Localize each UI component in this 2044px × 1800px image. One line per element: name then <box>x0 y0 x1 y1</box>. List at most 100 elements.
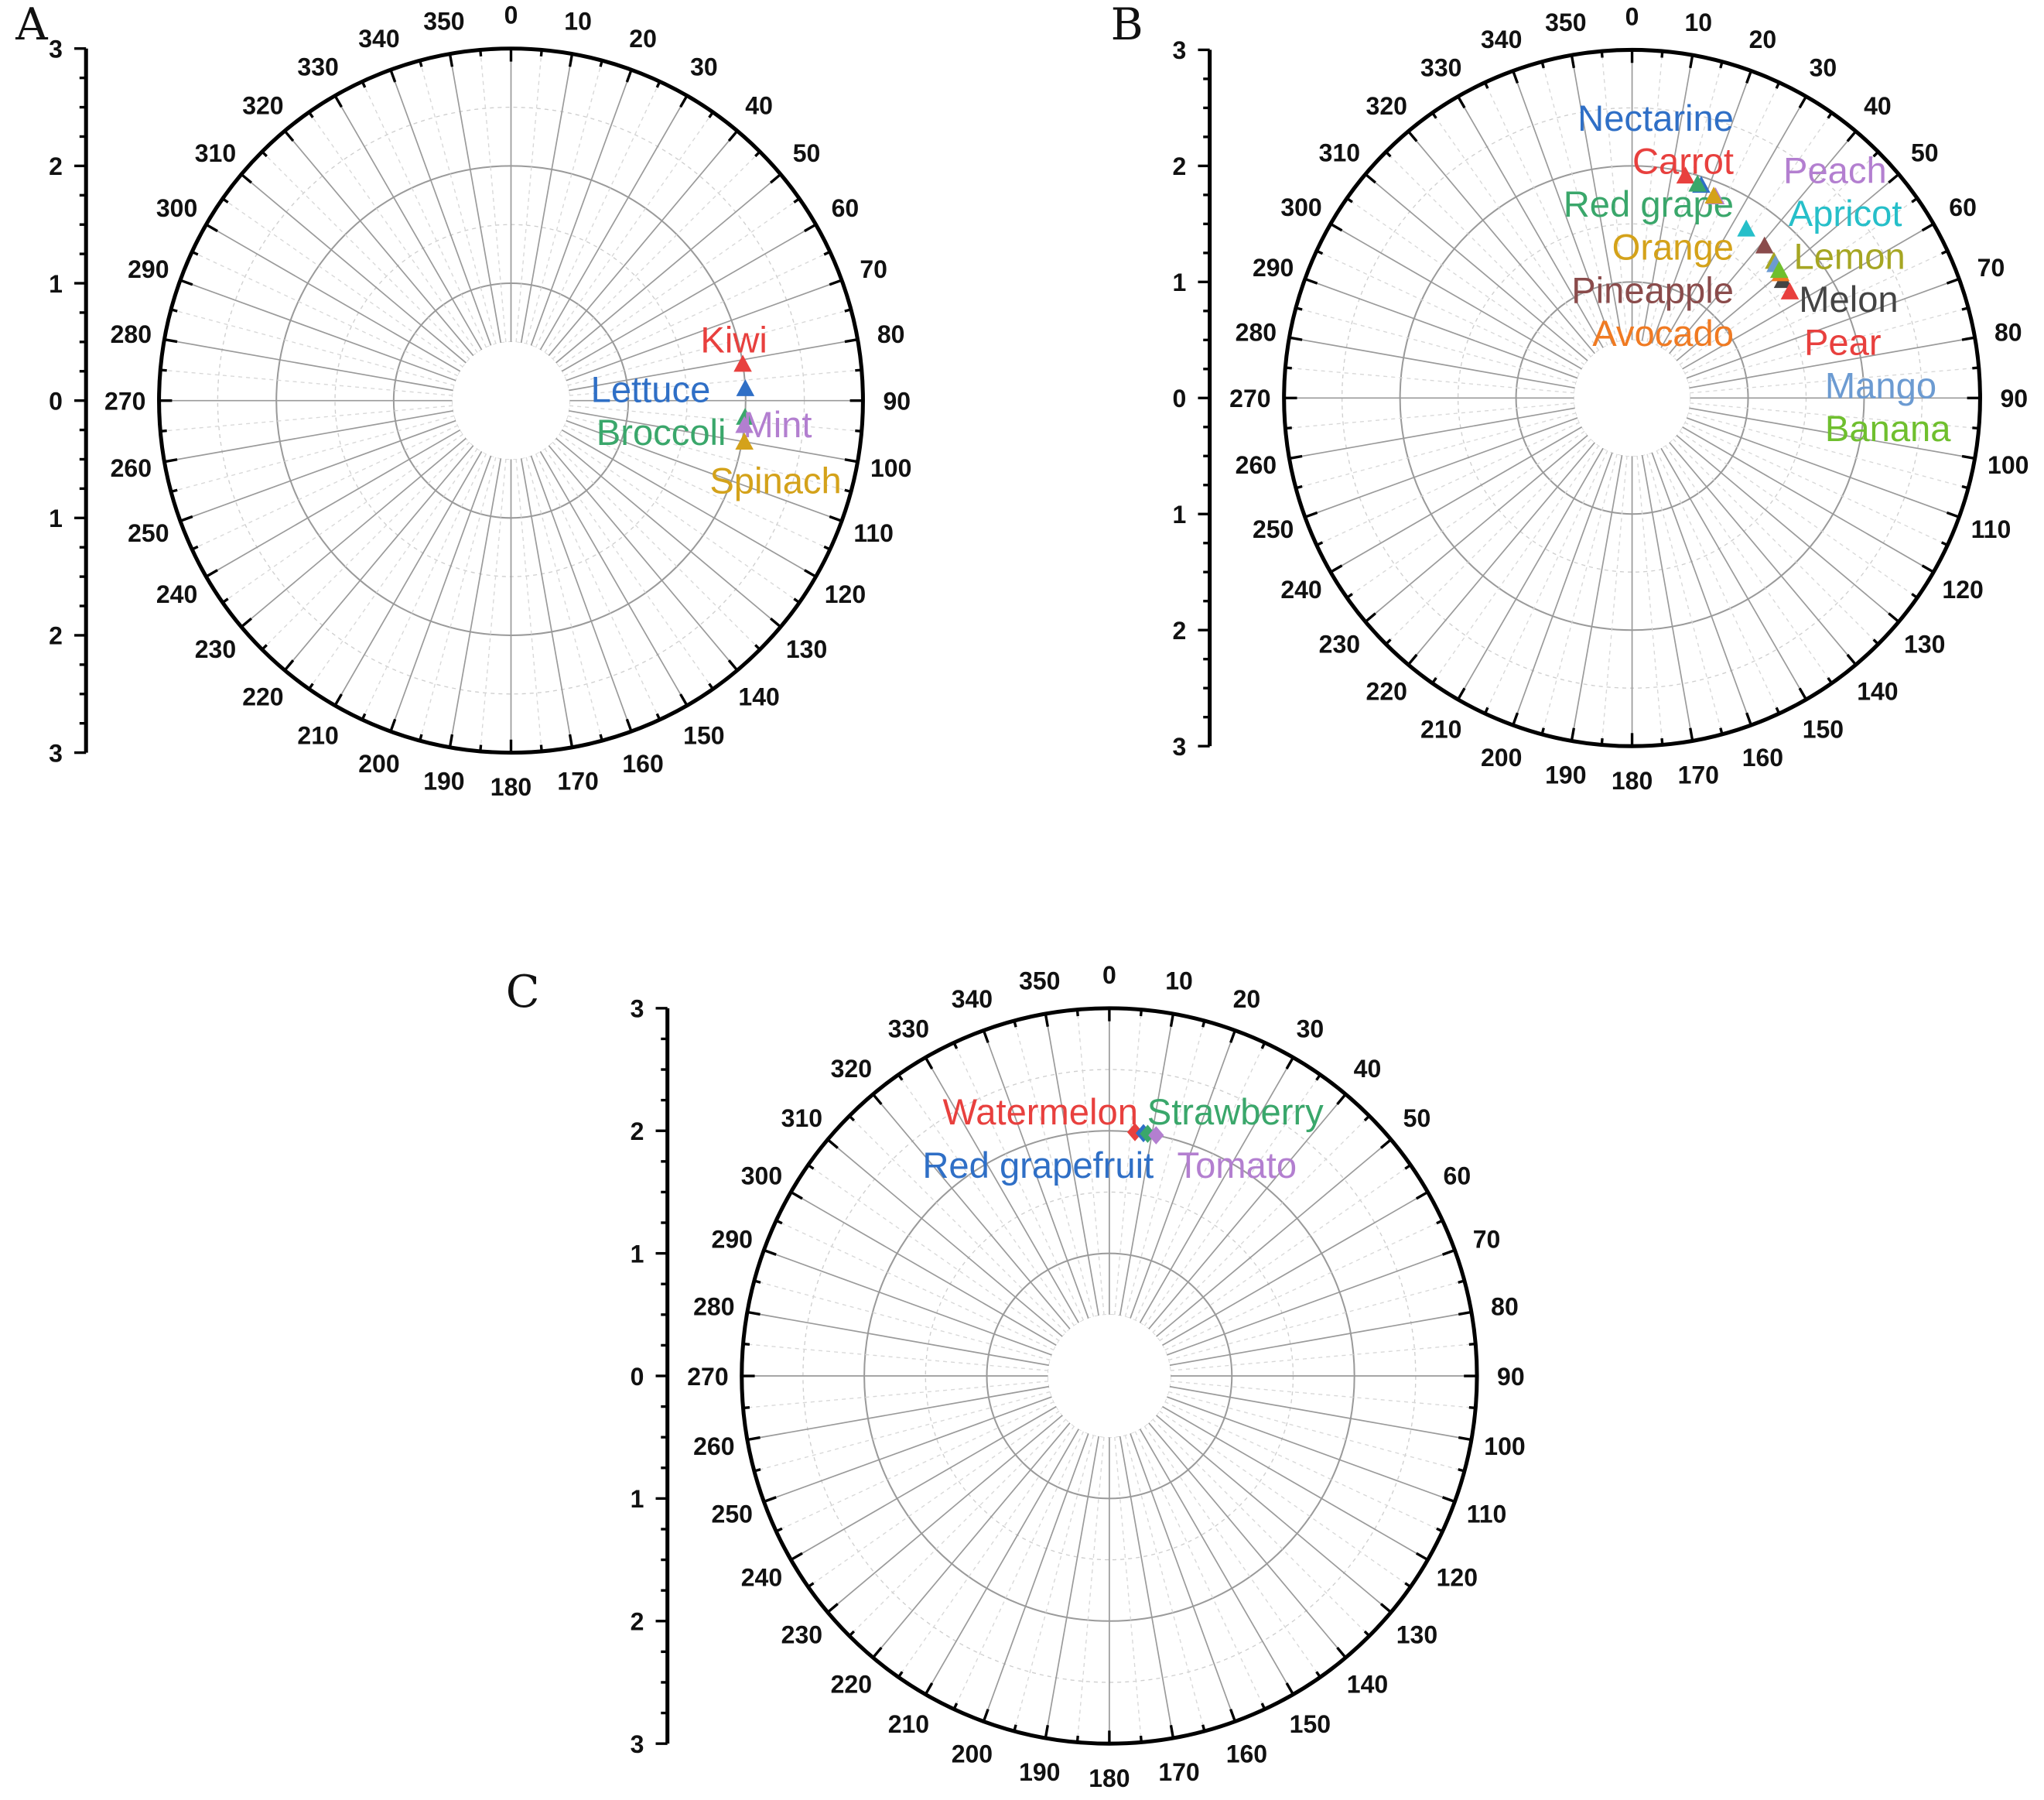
angle-tick-label: 0 <box>1625 2 1639 30</box>
grid-spoke <box>1571 454 1623 741</box>
grid-spoke <box>561 429 816 577</box>
angle-tick-label: 10 <box>564 7 592 35</box>
grid-spoke <box>525 457 603 741</box>
angle-tick-label: 140 <box>1857 677 1898 705</box>
data-label: Avocado <box>1592 313 1734 354</box>
angle-tick <box>1295 484 1303 490</box>
grid-spoke <box>1285 367 1574 394</box>
angle-tick-label: 200 <box>1481 744 1522 772</box>
grid-spoke <box>1148 1422 1346 1658</box>
angle-tick <box>1013 1724 1017 1732</box>
angle-tick <box>770 173 782 184</box>
angle-tick <box>261 150 268 158</box>
angle-tick <box>770 617 782 628</box>
grid-spoke <box>309 448 478 690</box>
angle-tick <box>1407 130 1418 142</box>
angle-tick-label: 120 <box>825 580 866 608</box>
angle-tick <box>1512 712 1519 726</box>
angle-tick-label: 150 <box>1803 716 1844 744</box>
grid-spoke <box>552 441 761 650</box>
angle-tick-label: 220 <box>1366 677 1407 705</box>
grid-spoke <box>1689 407 1975 460</box>
angle-tick <box>855 429 862 433</box>
grid-spoke <box>515 459 542 751</box>
angle-tick <box>333 693 343 707</box>
grid-spoke <box>1162 1405 1428 1561</box>
angle-tick <box>1689 54 1694 69</box>
grid-spoke <box>1682 223 1934 370</box>
angle-tick <box>1540 61 1545 69</box>
angle-tick <box>790 1190 803 1200</box>
angle-tick-label: 20 <box>1749 26 1777 53</box>
angle-tick <box>1540 727 1545 735</box>
center-hole <box>1574 340 1690 457</box>
angle-tick-label: 210 <box>1420 716 1461 744</box>
grid-spoke <box>566 419 843 522</box>
angle-tick <box>1336 1647 1347 1659</box>
grid-spoke <box>1687 307 1969 384</box>
grid-spoke <box>849 1418 1067 1637</box>
angle-tick-label: 230 <box>781 1620 822 1648</box>
grid-spoke <box>566 279 843 382</box>
angle-tick <box>1940 541 1948 546</box>
angle-tick-label: 350 <box>1019 967 1060 995</box>
angle-tick-label: 280 <box>111 320 152 348</box>
angle-tick-label: 350 <box>1545 9 1586 36</box>
angle-tick <box>1961 484 1969 490</box>
angle-tick-label: 110 <box>1467 1500 1507 1528</box>
grid-spoke <box>1660 96 1807 348</box>
grid-spoke <box>449 458 502 748</box>
radial-axis-tick-label: 3 <box>49 739 63 767</box>
angle-tick <box>1745 70 1753 84</box>
radial-axis-tick-label: 2 <box>631 1608 644 1636</box>
angle-tick <box>1872 150 1879 158</box>
grid-spoke <box>563 251 831 377</box>
angle-tick <box>1229 1029 1236 1043</box>
polar-chart-b: 0 102030405060708090100110120130140150160… <box>1111 0 2029 795</box>
angle-tick <box>1846 653 1858 666</box>
angle-tick-label: 40 <box>1354 1055 1382 1083</box>
angle-tick <box>1013 1020 1017 1028</box>
grid-spoke <box>160 369 453 396</box>
angle-tick <box>804 569 817 578</box>
grid-spoke <box>1385 151 1592 358</box>
angle-tick <box>1289 454 1303 460</box>
angle-tick <box>1364 612 1376 623</box>
grid-spoke <box>1651 452 1752 726</box>
angle-tick <box>1436 1527 1444 1533</box>
angle-tick <box>826 1603 839 1613</box>
angle-tick <box>1346 197 1353 204</box>
data-point-pineapple <box>1755 236 1774 254</box>
data-point-lettuce <box>736 378 755 396</box>
angle-tick <box>283 659 295 672</box>
angle-tick <box>1431 111 1437 119</box>
angle-tick-label: 330 <box>297 53 338 81</box>
angle-tick-label: 120 <box>1437 1563 1478 1591</box>
angle-tick <box>221 197 229 204</box>
grid-spoke <box>284 130 474 357</box>
angle-tick <box>826 1138 839 1149</box>
grid-spoke <box>1601 455 1628 745</box>
angle-tick-label: 50 <box>1403 1104 1431 1132</box>
angle-tick <box>848 1630 856 1637</box>
grid-spoke <box>1665 112 1833 351</box>
grid-spoke <box>1660 447 1807 700</box>
grid-spoke <box>1130 1433 1236 1722</box>
angle-tick-label: 220 <box>831 1670 872 1698</box>
grid-spoke <box>525 60 603 344</box>
grid-spoke <box>1124 1435 1205 1732</box>
angle-tick <box>763 1248 777 1256</box>
grid-spoke <box>1641 454 1694 741</box>
angle-tick-label: 300 <box>1280 193 1321 221</box>
grid-spoke <box>1169 1385 1471 1441</box>
angle-tick <box>952 1042 959 1049</box>
angle-tick <box>179 279 193 286</box>
angle-tick-label: 150 <box>1290 1710 1331 1738</box>
angle-tick-label: 220 <box>242 683 283 711</box>
angle-tick-label: 110 <box>853 519 894 547</box>
grid-spoke <box>179 419 456 522</box>
angle-tick <box>479 744 483 752</box>
angle-tick <box>1431 676 1437 684</box>
angle-tick <box>308 683 314 690</box>
grid-spoke <box>559 198 800 368</box>
